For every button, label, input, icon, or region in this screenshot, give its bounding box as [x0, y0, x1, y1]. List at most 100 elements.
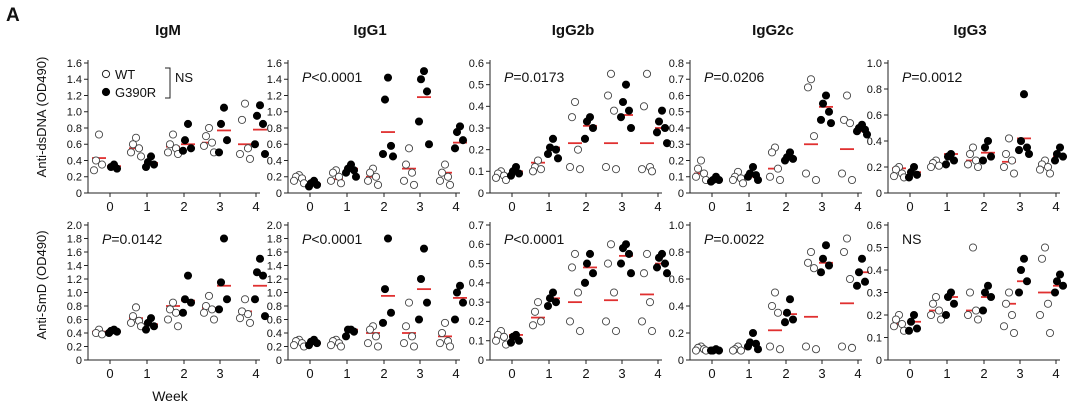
panel-0-1: 0 0.2 0.4 0.6 0.8 1.0 1.2 1.4 1.6 0 1 2 3 4 P<0.0001	[267, 58, 468, 214]
y-tick-label: 1.4	[267, 260, 282, 272]
data-point-wt	[765, 342, 775, 351]
x-tick-label: 3	[1016, 199, 1023, 214]
data-point-g390r	[422, 298, 432, 307]
column-title-igg2c: IgG2c	[752, 22, 794, 39]
data-point-wt	[637, 317, 647, 326]
data-point-g390r	[388, 152, 398, 161]
x-tick-label: 0	[708, 199, 715, 214]
data-point-g390r	[416, 274, 426, 284]
data-point-g390r	[1058, 152, 1068, 161]
data-point-g390r	[214, 148, 224, 157]
data-point-g390r	[986, 152, 996, 161]
x-tick-label: 4	[452, 199, 459, 214]
x-tick-label: 1	[143, 366, 150, 381]
y-tick-label: 0.8	[669, 247, 684, 259]
data-point-g390r	[545, 294, 555, 303]
data-point-wt	[639, 269, 649, 278]
data-point-g390r	[312, 339, 322, 348]
data-point-wt	[501, 175, 511, 185]
data-point-wt	[1035, 165, 1045, 174]
data-point-wt	[767, 148, 777, 157]
data-point-g390r	[258, 119, 268, 128]
data-point-wt	[328, 168, 338, 177]
data-point-wt	[1001, 299, 1011, 308]
p-value-annotation: P=0.0206	[704, 69, 765, 85]
data-point-g390r	[419, 67, 429, 76]
data-point-wt	[1043, 299, 1053, 308]
data-point-g390r	[383, 73, 393, 82]
data-point-wt	[897, 319, 907, 329]
data-point-g390r	[654, 117, 664, 126]
data-point-wt	[435, 176, 445, 185]
data-point-wt	[806, 75, 816, 84]
x-tick-label: 2	[782, 199, 789, 214]
data-point-g390r	[450, 144, 460, 153]
data-point-g390r	[341, 168, 351, 177]
y-tick-label: 0.5	[469, 258, 484, 270]
y-tick-label: 1.8	[67, 233, 82, 245]
panel-0-0: 0 0.2 0.4 0.6 0.8 1.0 1.2 1.4 1.6 0 1 2 3 4	[67, 58, 270, 214]
y-tick-label: 0.6	[867, 220, 882, 232]
data-point-g390r	[180, 136, 190, 145]
y-tick-label: 0.2	[267, 341, 282, 353]
y-tick-label: 0.2	[67, 341, 82, 353]
legend-bracket	[165, 67, 171, 99]
p-value-annotation: P<0.0001	[302, 69, 363, 85]
data-point-wt	[237, 115, 247, 124]
data-point-wt	[601, 317, 611, 326]
data-point-g390r	[260, 312, 270, 321]
data-point-g390r	[714, 346, 724, 355]
data-point-g390r	[852, 281, 862, 290]
data-point-g390r	[978, 306, 988, 315]
y-tick-label: 0.4	[867, 136, 882, 148]
data-point-wt	[691, 346, 701, 355]
data-point-wt	[1040, 243, 1050, 252]
data-point-wt	[1037, 254, 1047, 263]
legend-comparison-label: NS	[175, 70, 193, 85]
panel-1-0: 0 0.20.4 0.60.8 1.01.2 1.41.6 1.82.0 0 1 2 3 4 P=0.…	[67, 220, 270, 381]
data-point-g390r	[824, 261, 834, 270]
column-title-igg1: IgG1	[353, 22, 386, 39]
y-tick-label: 0.7	[669, 74, 684, 86]
data-point-wt	[499, 332, 509, 341]
y-tick-label: 0.8	[267, 301, 282, 313]
x-tick-label: 0	[306, 199, 313, 214]
data-point-wt	[934, 161, 944, 170]
x-tick-label: 0	[306, 366, 313, 381]
x-tick-label: 3	[1016, 366, 1023, 381]
data-point-wt	[243, 144, 253, 153]
data-point-wt	[575, 165, 585, 174]
data-point-wt	[926, 310, 936, 320]
data-point-wt	[567, 113, 577, 122]
data-point-g390r	[748, 328, 758, 338]
data-point-wt	[811, 345, 821, 354]
data-point-g390r	[818, 99, 828, 108]
data-point-wt	[889, 322, 899, 331]
legend-g390r-marker	[101, 87, 111, 97]
data-point-wt	[693, 164, 703, 173]
data-point-g390r	[514, 169, 524, 178]
data-point-wt	[842, 234, 852, 243]
data-point-g390r	[621, 80, 631, 89]
data-point-g390r	[580, 134, 590, 143]
data-point-g390r	[862, 130, 872, 139]
data-point-wt	[647, 167, 657, 176]
data-point-g390r	[588, 123, 598, 133]
data-point-wt	[401, 160, 411, 169]
data-point-g390r	[386, 308, 396, 317]
data-point-wt	[963, 160, 973, 169]
x-tick-label: 1	[343, 199, 350, 214]
data-point-wt	[289, 341, 299, 350]
x-tick-label: 3	[618, 199, 625, 214]
y-tick-label: 1.6	[267, 58, 282, 70]
data-point-g390r	[660, 123, 670, 133]
y-tick-label: 1.0	[67, 287, 82, 299]
p-value-annotation: NS	[902, 231, 921, 247]
data-point-g390r	[624, 249, 634, 258]
data-point-g390r	[580, 278, 590, 287]
data-point-g390r	[912, 324, 922, 333]
data-point-wt	[131, 133, 141, 142]
data-point-g390r	[943, 152, 953, 161]
y-tick-label: 1.6	[267, 247, 282, 259]
